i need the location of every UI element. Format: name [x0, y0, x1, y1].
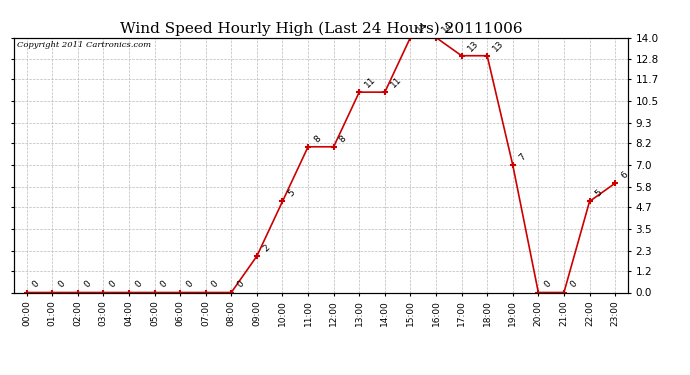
Text: 8: 8 — [338, 134, 348, 144]
Text: 11: 11 — [389, 75, 404, 89]
Text: 5: 5 — [593, 188, 604, 199]
Text: 5: 5 — [286, 188, 297, 199]
Text: 14: 14 — [415, 20, 429, 35]
Text: 0: 0 — [108, 279, 118, 290]
Text: 7: 7 — [517, 152, 527, 162]
Text: 13: 13 — [491, 39, 506, 53]
Text: 0: 0 — [184, 279, 195, 290]
Text: 0: 0 — [210, 279, 220, 290]
Text: 14: 14 — [440, 20, 455, 35]
Text: 0: 0 — [57, 279, 67, 290]
Text: 8: 8 — [312, 134, 323, 144]
Text: 13: 13 — [466, 39, 480, 53]
Text: 0: 0 — [31, 279, 41, 290]
Text: 0: 0 — [159, 279, 169, 290]
Text: 0: 0 — [568, 279, 578, 290]
Text: 0: 0 — [542, 279, 553, 290]
Text: 0: 0 — [133, 279, 144, 290]
Text: 0: 0 — [82, 279, 92, 290]
Text: 2: 2 — [261, 243, 271, 253]
Text: 0: 0 — [235, 279, 246, 290]
Title: Wind Speed Hourly High (Last 24 Hours) 20111006: Wind Speed Hourly High (Last 24 Hours) 2… — [119, 22, 522, 36]
Text: 6: 6 — [619, 170, 630, 180]
Text: 11: 11 — [364, 75, 378, 89]
Text: Copyright 2011 Cartronics.com: Copyright 2011 Cartronics.com — [17, 41, 151, 50]
